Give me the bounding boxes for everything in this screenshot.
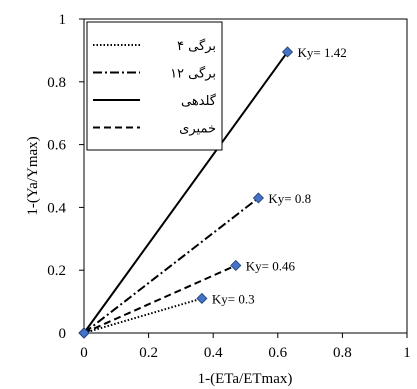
x-tick-label: 0.2 bbox=[139, 345, 158, 361]
y-tick-label: 0.2 bbox=[47, 263, 66, 279]
y-tick-labels: 0 0.2 0.4 0.6 0.8 1 bbox=[47, 12, 66, 342]
legend-entry-label: ۴ برگی bbox=[177, 38, 216, 54]
x-tick-label: 1 bbox=[403, 345, 411, 361]
data-point-marker bbox=[252, 192, 264, 204]
x-tick-labels: 0 0.2 0.4 0.6 0.8 1 bbox=[80, 345, 411, 361]
x-tick-marks bbox=[83, 333, 408, 338]
series-line bbox=[83, 264, 237, 334]
x-tick-label: 0 bbox=[80, 345, 88, 361]
y-axis-title: 1-(Ya/Ymax) bbox=[25, 136, 41, 215]
data-point-marker bbox=[196, 292, 208, 305]
series-line bbox=[83, 297, 203, 334]
series-lines bbox=[83, 51, 289, 334]
y-tick-label: 0.4 bbox=[47, 200, 66, 216]
ky-label: Ky= 0.46 bbox=[246, 258, 296, 273]
y-tick-label: 1 bbox=[59, 12, 67, 28]
legend-entry-label: ۱۲ برگی bbox=[170, 66, 216, 82]
y-tick-marks bbox=[79, 18, 84, 334]
ky-label: Ky= 1.42 bbox=[297, 45, 346, 60]
data-point-marker bbox=[78, 327, 90, 339]
y-tick-label: 0.8 bbox=[47, 75, 66, 91]
data-point-marker bbox=[281, 46, 294, 58]
data-point-marker bbox=[230, 259, 242, 272]
legend-box bbox=[86, 21, 223, 151]
legend: ۴ برگی ۱۲ برگی گلدهی خمیری bbox=[86, 21, 223, 151]
x-tick-label: 0.8 bbox=[333, 345, 352, 361]
series-markers bbox=[78, 46, 294, 339]
x-axis-title: 1-(ETa/ETmax) bbox=[198, 371, 293, 387]
series-line bbox=[83, 51, 289, 334]
y-tick-label: 0.6 bbox=[47, 138, 66, 154]
point-labels: Ky= 0.3 Ky= 0.8 Ky= 1.42 Ky= 0.46 bbox=[212, 45, 347, 306]
ky-label: Ky= 0.8 bbox=[268, 191, 311, 206]
x-tick-label: 0.6 bbox=[268, 345, 287, 361]
y-tick-label: 0 bbox=[59, 326, 67, 342]
x-tick-label: 0.4 bbox=[204, 345, 223, 361]
ky-label: Ky= 0.3 bbox=[212, 291, 255, 306]
series-line bbox=[83, 197, 260, 334]
legend-entry-label: خمیری bbox=[179, 122, 216, 137]
legend-entry-label: گلدهی bbox=[181, 93, 217, 109]
